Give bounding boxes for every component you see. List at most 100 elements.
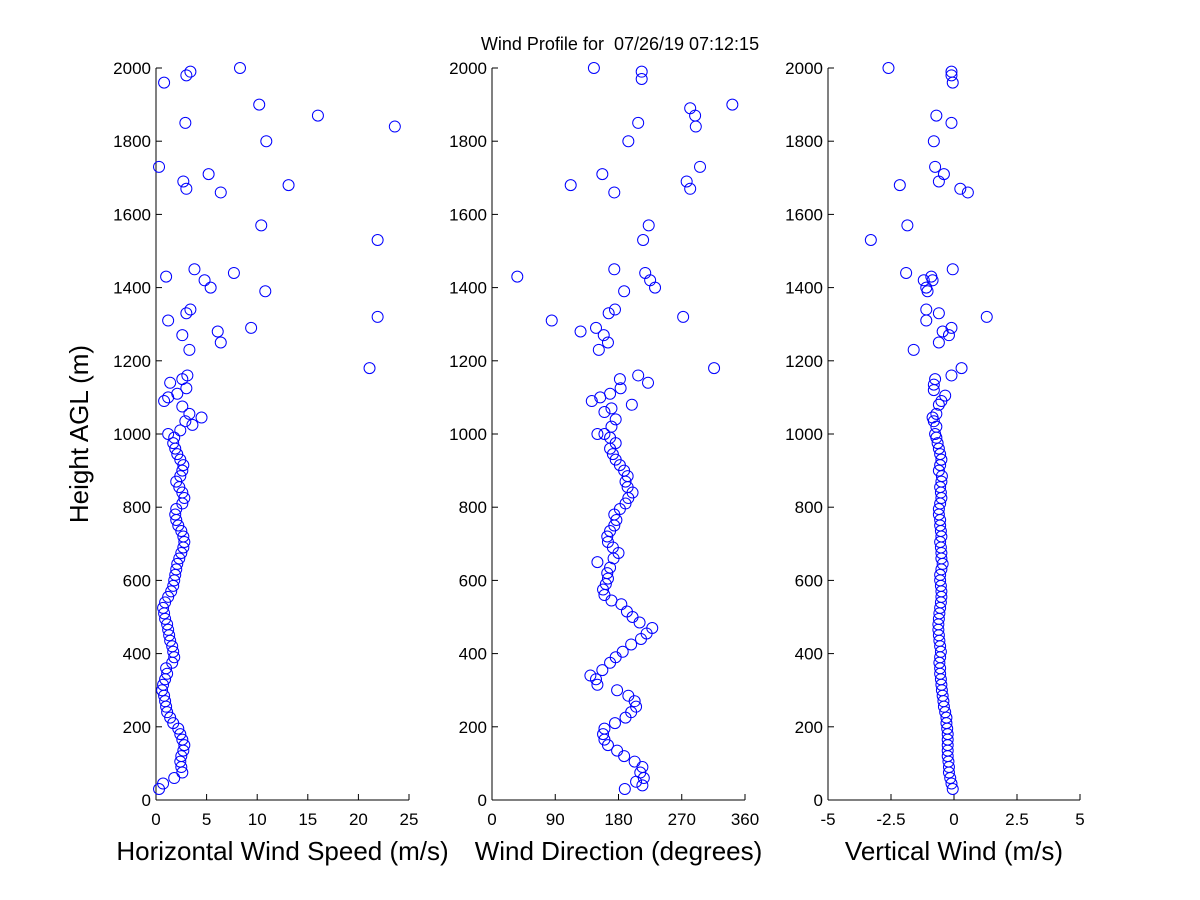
data-point [929,160,942,173]
y-tick-label: 1600 [449,205,487,224]
y-tick-label: 1000 [785,425,823,444]
y-tick-label: 600 [123,571,151,590]
data-point [635,65,648,78]
data-point [961,186,974,199]
data-point [632,116,645,129]
y-tick-label: 1800 [785,132,823,151]
data-point [618,285,631,298]
data-point [598,428,611,440]
data-point [179,116,192,129]
data-point [608,263,621,276]
data-point [371,234,384,247]
data-point [633,616,646,629]
y-tick-label: 0 [814,791,823,810]
data-point [181,369,194,382]
data-point [939,389,952,402]
data-point [227,266,240,279]
x-tick-label: -5 [820,810,835,829]
data-point [940,711,953,724]
data-point [175,524,188,537]
y-tick-label: 0 [478,791,487,810]
data-point [901,219,914,232]
data-point [636,779,649,792]
x-tick-label: 360 [731,810,759,829]
x-tick-label: 2.5 [1005,810,1029,829]
y-tick-label: 200 [459,718,487,737]
data-point [606,448,619,461]
data-point [601,336,614,349]
data-point [153,160,166,173]
data-point [164,376,177,389]
data-point [932,307,945,320]
data-point [202,168,215,181]
data-point [157,601,170,614]
x-tick-label: 25 [400,810,419,829]
data-point [930,407,943,420]
data-point [311,109,324,122]
data-point [180,307,193,320]
data-point [618,750,631,763]
data-point [611,744,624,757]
data-point [604,387,617,400]
data-point [608,717,621,730]
data-point [176,486,189,499]
data-point [955,362,968,375]
data-point [158,76,171,89]
data-point [511,270,524,283]
data-point [591,678,604,691]
data-point [605,594,618,607]
data-point [684,102,697,115]
data-point [945,321,958,334]
data-point [591,556,604,569]
data-point [614,382,627,395]
data-point [925,270,938,283]
data-point [920,314,933,327]
page-title: Wind Profile for 07/26/19 07:12:15 [480,34,760,54]
data-point [363,362,376,375]
data-point [171,448,184,461]
data-point [611,684,624,697]
data-point [157,777,170,790]
data-point [942,329,955,342]
data-point [597,728,610,741]
data-point [935,453,948,466]
x-tick-label: 15 [298,810,317,829]
data-point [689,120,702,133]
data-point [708,362,721,375]
y-tick-label: 0 [142,791,151,810]
data-point [178,739,191,752]
data-point [233,62,246,74]
data-point [618,783,631,796]
data-point [162,623,175,636]
data-point [946,76,959,89]
data-point [545,314,558,327]
x-tick-label: -2.5 [876,810,905,829]
data-point [689,109,702,122]
data-point [622,135,635,148]
data-point [180,69,193,82]
data-point [174,453,187,466]
data-point [920,303,933,316]
data-point [156,684,169,697]
data-point [634,766,647,779]
data-point [183,343,196,356]
data-point [932,398,945,411]
x-tick-label: 5 [1075,810,1084,829]
data-point [929,428,942,440]
data-point [610,514,623,527]
x-tick-label: 5 [202,810,211,829]
data-point [893,179,906,192]
data-point [177,175,190,188]
data-point [175,546,188,559]
data-point [178,492,191,505]
data-point [882,62,895,74]
x-axis-label: Horizontal Wind Speed (m/s) [116,836,448,866]
data-point [164,711,177,724]
data-point [932,503,945,516]
data-point [162,314,175,327]
data-point [630,700,643,713]
data-point [605,420,618,433]
data-point [587,62,600,74]
data-point [625,398,638,411]
data-point [646,621,659,634]
